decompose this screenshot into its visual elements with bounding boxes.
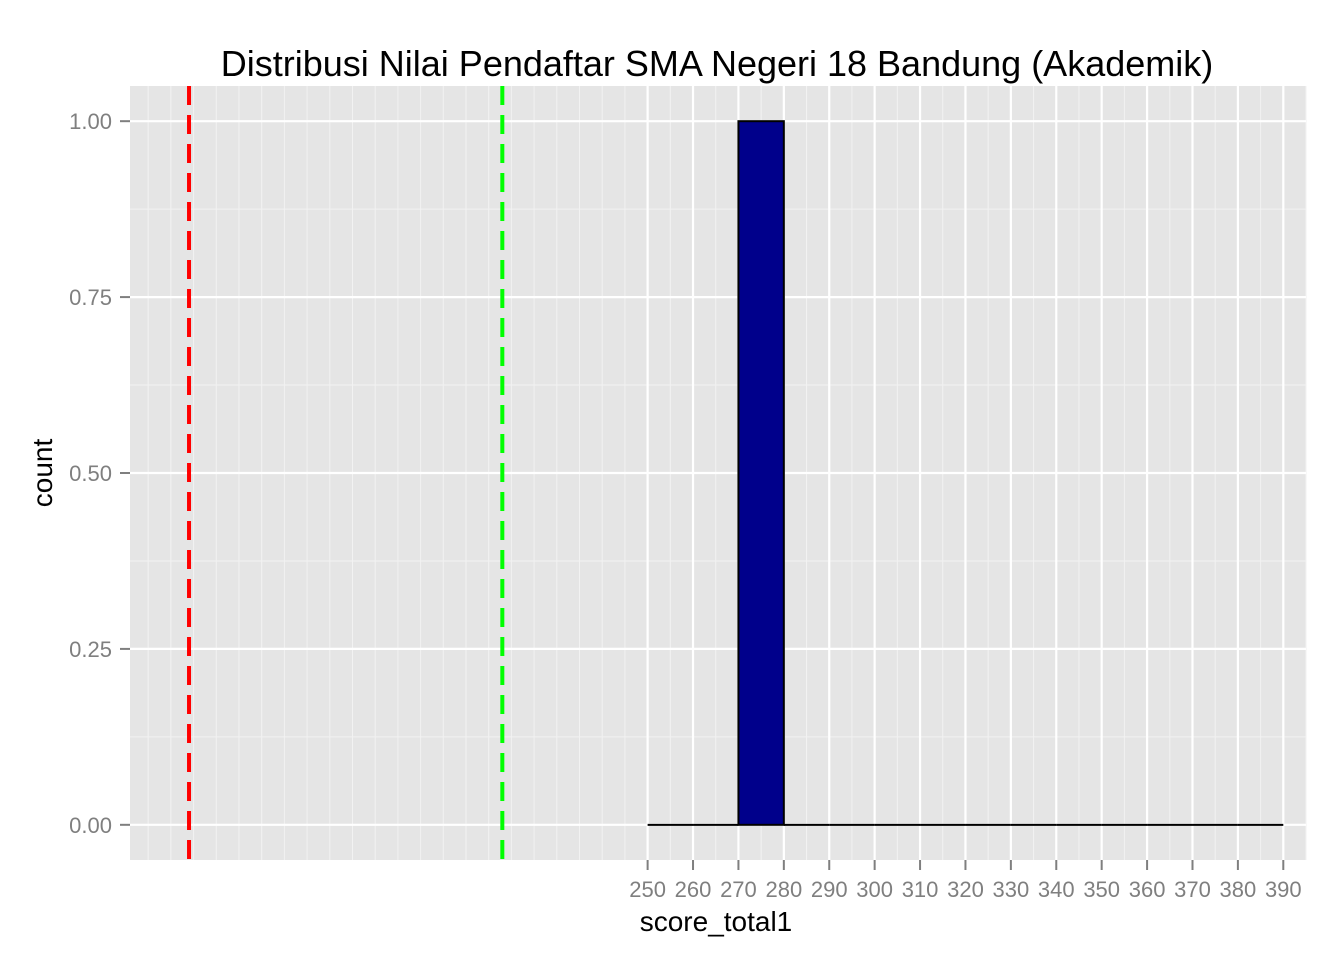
x-tick-label: 380	[1220, 877, 1257, 902]
x-tick-label: 290	[811, 877, 848, 902]
y-axis-label: count	[27, 439, 58, 508]
x-axis-label: score_total1	[640, 906, 793, 937]
x-tick-label: 370	[1174, 877, 1211, 902]
x-tick-label: 260	[675, 877, 712, 902]
y-axis: 0.00 0.25 0.50 0.75 1.00	[69, 109, 130, 838]
x-tick-label: 340	[1038, 877, 1075, 902]
x-tick-label: 320	[947, 877, 984, 902]
x-tick-label: 270	[720, 877, 757, 902]
x-tick-label: 330	[993, 877, 1030, 902]
y-tick-label: 1.00	[69, 109, 112, 134]
x-tick-label: 280	[765, 877, 802, 902]
x-axis: 250 260 270 280 290 300 310 320 330 340 350 360 370 3…	[629, 860, 1302, 902]
x-tick-label: 390	[1265, 877, 1302, 902]
y-tick-label: 0.75	[69, 285, 112, 310]
y-tick-label: 0.25	[69, 637, 112, 662]
x-tick-label: 360	[1129, 877, 1166, 902]
y-tick-label: 0.50	[69, 461, 112, 486]
reference-lines	[187, 86, 505, 860]
x-tick-label: 350	[1083, 877, 1120, 902]
x-tick-label: 310	[902, 877, 939, 902]
histogram-bars	[647, 120, 1284, 826]
y-tick-label: 0.00	[69, 813, 112, 838]
x-tick-label: 250	[629, 877, 666, 902]
histogram-bar	[737, 120, 785, 826]
x-tick-label: 300	[856, 877, 893, 902]
chart-title: Distribusi Nilai Pendaftar SMA Negeri 18…	[221, 43, 1213, 84]
